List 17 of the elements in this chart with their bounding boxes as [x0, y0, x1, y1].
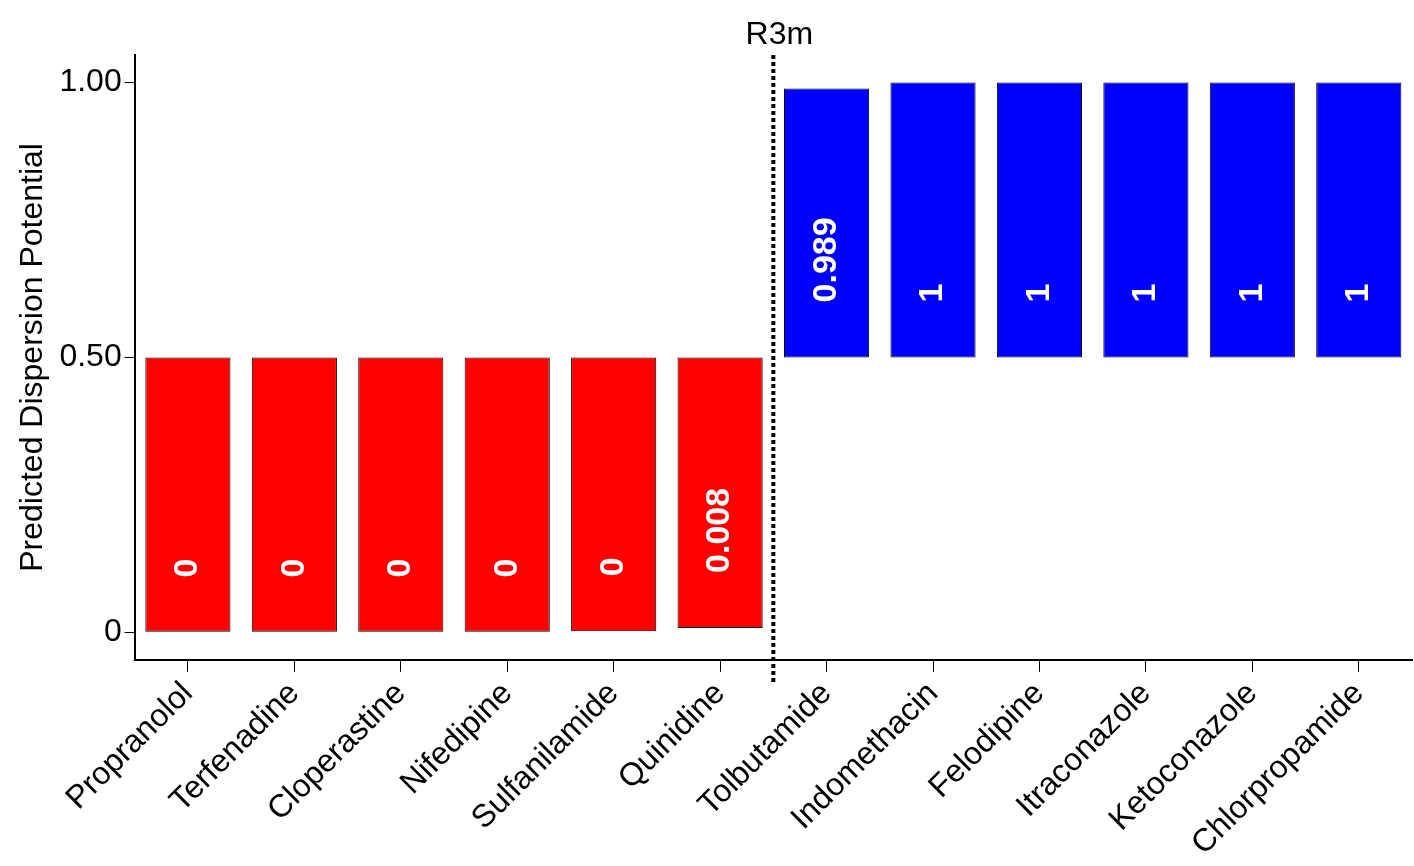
data-label: 0	[485, 558, 524, 578]
data-label: 0	[592, 557, 631, 577]
data-label: 1	[1230, 283, 1269, 303]
data-label: 1	[1017, 283, 1056, 303]
data-label: 0	[379, 558, 418, 578]
y-tick-label: 0	[103, 612, 122, 649]
data-label: 0	[272, 558, 311, 578]
data-label: 1	[1337, 283, 1376, 303]
data-label: 1	[1124, 283, 1163, 303]
y-axis-title: Predicted Dispersion Potential	[13, 143, 50, 572]
data-label: 0.008	[698, 487, 737, 573]
data-label: 0.989	[804, 217, 843, 303]
data-label: 0	[166, 558, 205, 578]
y-tick-label: 0.50	[59, 337, 122, 374]
text: R3m	[745, 14, 814, 51]
data-label: 1	[911, 283, 950, 303]
y-tick-label: 1.00	[59, 62, 122, 99]
